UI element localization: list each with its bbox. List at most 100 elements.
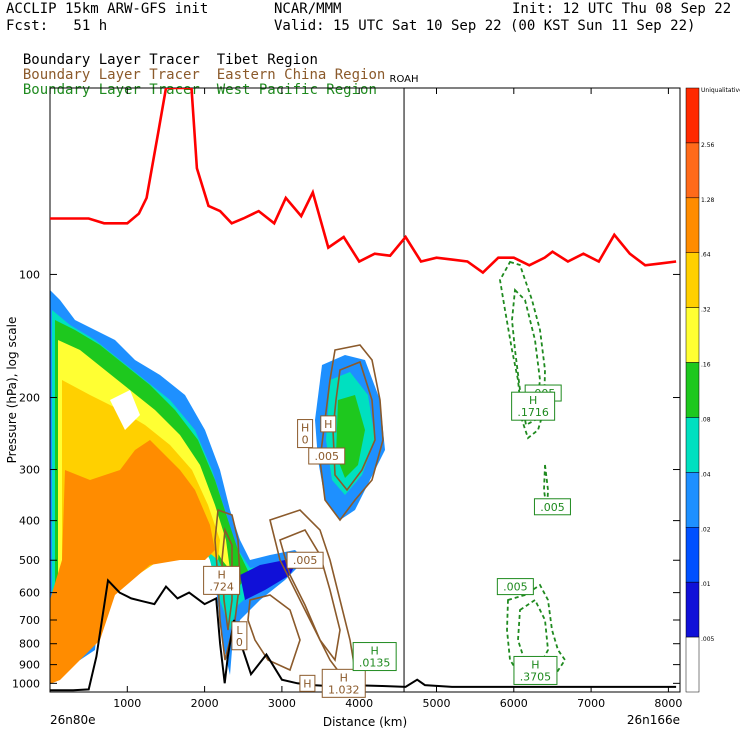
lines-layer	[50, 88, 677, 692]
colorbar-label: .02	[701, 526, 711, 533]
contour-label-text: .724	[209, 580, 234, 593]
contour-label-text: 0	[236, 636, 243, 649]
contour-label: H.724	[203, 565, 241, 595]
terrain-line	[50, 578, 677, 692]
colorbar-segment	[685, 417, 700, 473]
contour-label-text: .1716	[517, 406, 549, 419]
eastern-china-contours	[214, 344, 384, 682]
contour-label-box	[511, 391, 556, 421]
contour-label-text: .005	[314, 450, 339, 463]
contour-label-text: H	[340, 671, 348, 684]
colorbar-label: .16	[701, 362, 711, 369]
tracer-prefix: Boundary Layer Tracer	[22, 52, 200, 68]
contour-label-text: 1.032	[328, 683, 360, 696]
x-tick-label: 4000	[345, 697, 373, 710]
contour-label-text: H	[324, 418, 332, 431]
colorbar-segment	[685, 472, 700, 528]
init-label: Init: 12 UTC Thu 08 Sep 22	[512, 1, 732, 17]
model-title: ACCLIP 15km ARW-GFS init	[6, 1, 209, 17]
x-tick-label: 1000	[113, 697, 141, 710]
contour-label-text: H	[217, 568, 225, 581]
contour-label: H	[320, 415, 337, 433]
x-tick-label: 5000	[423, 697, 451, 710]
contour-label-box	[352, 642, 397, 672]
tracer-legend-west-pacific: Boundary Layer Tracer West Pacific Regio…	[6, 66, 377, 98]
contour-label-text: H	[371, 645, 379, 658]
colorbar-segment	[685, 87, 700, 144]
tracer-region: West Pacific Region	[216, 82, 377, 98]
contour-label-box	[308, 447, 346, 465]
contour-label: H	[299, 674, 316, 692]
x-tick-label: 6000	[500, 697, 528, 710]
colorbar-label: .01	[701, 581, 711, 588]
colorbar-segment	[685, 197, 700, 253]
contour-label-text: 0	[302, 434, 309, 447]
contour-label-text: .005	[503, 581, 528, 594]
colorbar-label: .32	[701, 307, 711, 314]
colorbar-label: .08	[701, 416, 711, 423]
contour-label-box	[513, 655, 558, 685]
contour-label-text: H	[303, 677, 311, 690]
contour-label: L0	[231, 621, 248, 651]
y-tick-label: 600	[19, 587, 40, 600]
shade-orange	[50, 440, 215, 684]
shade-lower-blue	[240, 555, 300, 600]
colorbar-label: Uniqualitative	[701, 87, 740, 94]
tracer-prefix: Boundary Layer Tracer	[22, 67, 200, 83]
colorbar-label: .04	[701, 471, 711, 478]
y-tick-label: 800	[19, 638, 40, 651]
colorbar: Uniqualitative 2.56 1.28 .64 .32 .16 .08 .04 .02…	[685, 87, 740, 693]
tracer-region: Eastern China Region	[216, 67, 386, 83]
contour-label-box	[297, 419, 314, 449]
contour-label-box	[286, 551, 324, 569]
contour-label-box	[299, 674, 316, 692]
colorbar-segment	[685, 362, 700, 418]
labels-layer: H0H.005.005H.724L0HH1.032H.0135.005H.171…	[203, 384, 571, 698]
contour-label-text: H	[529, 394, 537, 407]
colorbar-segment	[685, 527, 700, 583]
fcst-label: Fcst: 51 h	[6, 18, 108, 34]
colorbar-label: 2.56	[701, 142, 715, 149]
y-tick-label: 500	[19, 554, 40, 567]
contour-label: .005	[533, 498, 571, 516]
contour-label-box	[231, 621, 248, 651]
colorbar-label: 1.28	[701, 197, 715, 204]
tracer-legend-eastern-china: Boundary Layer Tracer Eastern China Regi…	[6, 51, 385, 83]
x-tick-label: 8000	[654, 697, 682, 710]
colorbar-label: .64	[701, 252, 711, 259]
y-tick-label: 1000	[12, 677, 40, 690]
contour-label: H.1716	[511, 391, 556, 421]
x-tick-label: 7000	[577, 697, 605, 710]
colorbar-segment	[685, 581, 700, 638]
tracer-legend-tibet: Boundary Layer Tracer Tibet Region	[6, 36, 318, 68]
colorbar-segment	[685, 307, 700, 363]
x-axis-label: Distance (km)	[323, 715, 407, 729]
tropopause-line	[50, 88, 677, 275]
colorbar-label: .005	[701, 636, 715, 643]
colorbar-segment	[685, 252, 700, 308]
contour-label-text: .005	[540, 501, 565, 514]
y-tick-label: 200	[19, 392, 40, 405]
contour-label-box	[496, 578, 534, 596]
org-label: NCAR/MMM	[274, 1, 342, 17]
colorbar-segment	[685, 636, 700, 693]
tracer-prefix: Boundary Layer Tracer	[22, 82, 200, 98]
roah-marker-label: ROAH	[390, 74, 419, 85]
y-tick-label: 400	[19, 515, 40, 528]
y-tick-label: 900	[19, 659, 40, 672]
y-axis-label: Pressure (hPa), log scale	[5, 317, 19, 464]
contour-label: .005	[308, 447, 346, 465]
tracer-region: Tibet Region	[216, 52, 318, 68]
axes-layer: 1000 2000 3000 4000 5000 6000 7000 800010020030…	[5, 74, 682, 729]
x-left-endpoint-label: 26n80e	[50, 713, 96, 727]
contour-label-box	[320, 415, 337, 433]
y-tick-label: 700	[19, 614, 40, 627]
shade-white-gap	[110, 390, 140, 430]
contour-label-text: H	[301, 422, 309, 435]
contour-label-text: .3705	[520, 670, 552, 683]
contour-label: .005	[286, 551, 324, 569]
x-tick-label: 2000	[191, 697, 219, 710]
contour-label: .005	[496, 578, 534, 596]
contour-label-box	[533, 498, 571, 516]
